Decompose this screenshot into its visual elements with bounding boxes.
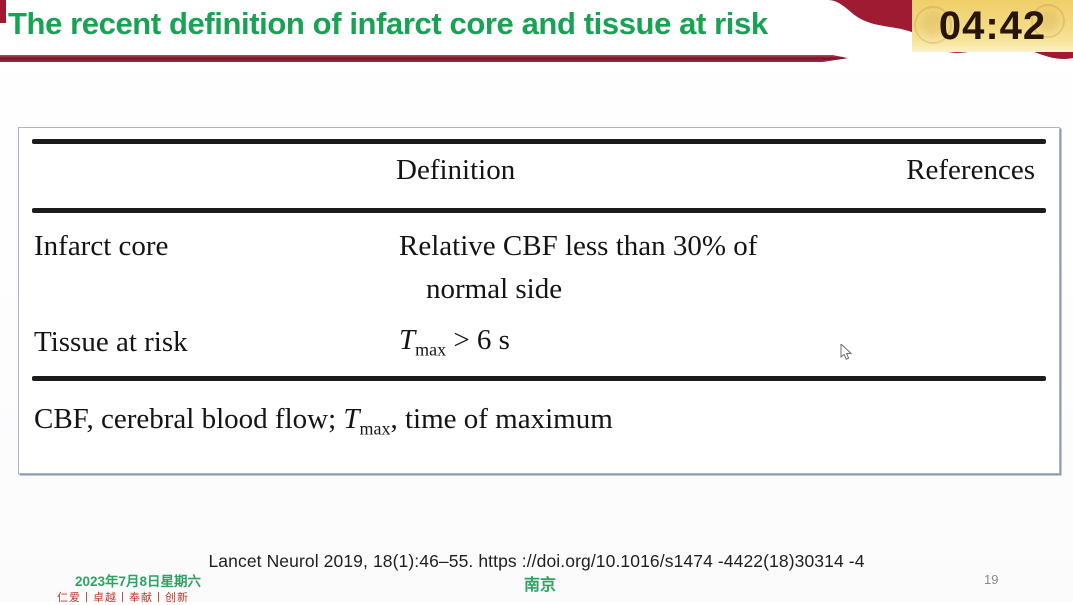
table-rule-top [32,139,1046,144]
column-header-references: References [906,154,1035,186]
footer-date: 2023年7月8日星期六 [75,574,202,589]
watermark-seal-icon [914,6,952,44]
definition-table: Definition References Infarct core Relat… [18,127,1060,474]
table-footnote: CBF, cerebral blood flow; Tmax, time of … [34,403,613,439]
tmax-variable: T [343,403,360,435]
table-row-term: Tissue at risk [34,326,188,358]
timer-value: 04:42 [938,3,1047,48]
column-header-definition: Definition [396,154,516,186]
footnote-suffix: , time of maximum [390,403,613,435]
watermark-seal-icon [1031,4,1065,38]
tmax-comparison: > 6 s [446,324,510,356]
tmax-variable: T [399,324,416,356]
page-number: 19 [984,572,999,587]
table-row-term: Infarct core [34,230,169,262]
footnote-prefix: CBF, cerebral blood flow; [34,403,344,435]
countdown-timer: 04:42 [912,0,1073,52]
mouse-cursor [840,344,853,360]
title-underline-bar [0,55,848,62]
footer-location: 南京 [524,577,557,594]
tmax-subscript: max [359,418,391,439]
table-row-definition-formula: Tmax > 6 s [399,324,510,360]
table-rule-header [32,208,1046,213]
tmax-subscript: max [415,339,447,360]
table-rule-bottom [32,376,1046,381]
slide-title: The recent definition of infarct core an… [8,6,768,41]
table-row-definition-line2: normal side [426,273,563,305]
footer-motto: 仁爱丨卓越丨奉献丨创新 [57,592,189,604]
corner-accent-shape [0,0,6,23]
table-row-definition-line1: Relative CBF less than 30% of [399,230,758,262]
citation-reference: Lancet Neurol 2019, 18(1):46–55. https :… [208,551,865,571]
